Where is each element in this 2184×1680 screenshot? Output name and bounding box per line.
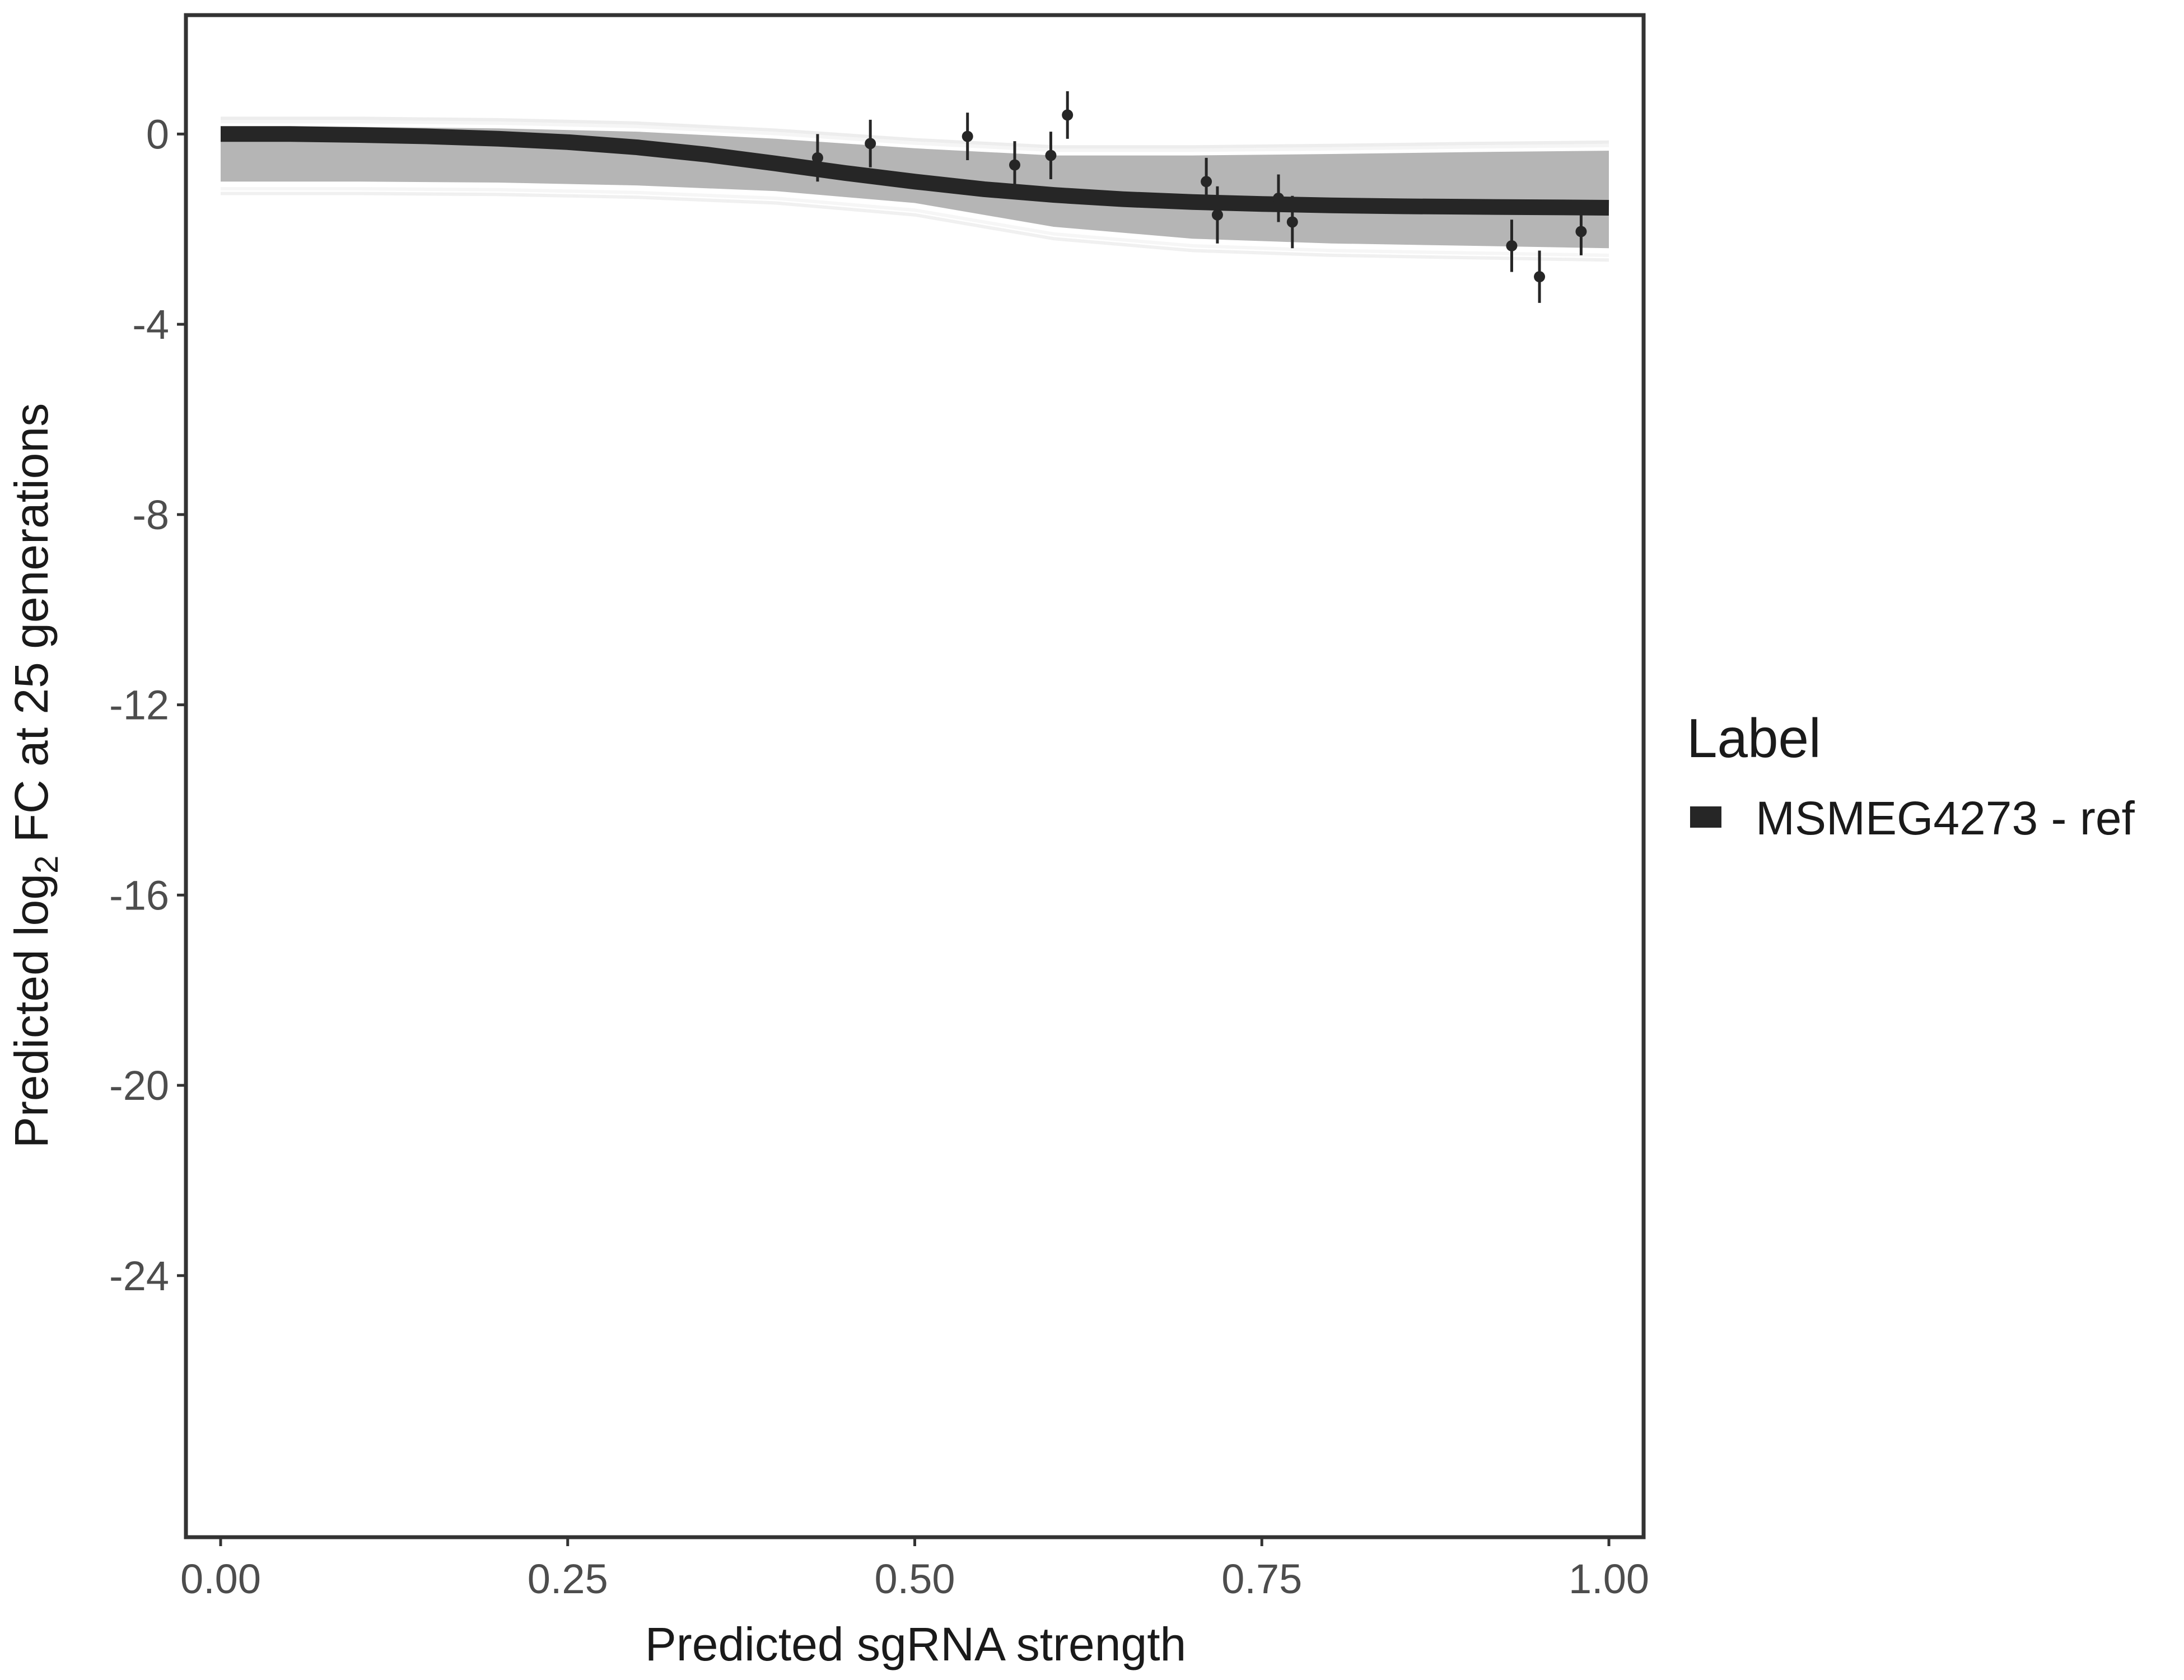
y-tick-label: -12 [109, 682, 169, 729]
y-tick-label: -16 [109, 872, 169, 918]
y-tick-label: -8 [132, 492, 169, 538]
legend: Label MSMEG4273 - ref [1687, 707, 2135, 844]
y-axis: 0 -4 -8 -12 -16 -20 -24 [109, 111, 186, 1299]
posterior-draw-upper-0 [221, 116, 1609, 149]
posterior-draw-lower-1 [221, 187, 1609, 257]
data-point-5 [1062, 109, 1074, 121]
x-tick-label: 0.25 [528, 1556, 608, 1602]
x-tick-label: 0.00 [180, 1556, 261, 1602]
data-point-8 [1273, 193, 1285, 204]
data-point-6 [1201, 176, 1212, 188]
y-axis-title-rest: FC at 25 generations [5, 403, 58, 856]
fit-line-layer [221, 126, 1609, 216]
posterior-draw-upper-1 [221, 120, 1609, 152]
data-point-7 [1211, 209, 1223, 221]
x-axis-title: Predicted sgRNA strength [645, 1618, 1187, 1670]
data-point-10 [1506, 240, 1518, 251]
data-point-0 [811, 152, 823, 164]
x-tick-label: 1.00 [1569, 1556, 1649, 1602]
x-tick-label: 0.50 [874, 1556, 955, 1602]
y-axis-title: Predicted log2 FC at 25 generations [5, 403, 65, 1148]
data-point-12 [1575, 226, 1587, 237]
data-point-4 [1045, 150, 1057, 161]
legend-key-msmeg4273-ref [1690, 806, 1721, 828]
data-points-layer [811, 91, 1587, 303]
legend-label-msmeg4273-ref: MSMEG4273 - ref [1756, 792, 2135, 844]
data-point-2 [962, 130, 973, 142]
data-point-1 [865, 138, 876, 150]
x-axis: 0.00 0.25 0.50 0.75 1.00 [180, 1537, 1649, 1602]
y-tick-label: -4 [132, 301, 169, 348]
y-axis-title-subscript: 2 [29, 856, 65, 874]
legend-title: Label [1687, 707, 1821, 769]
data-point-11 [1534, 271, 1546, 283]
y-tick-label: -20 [109, 1062, 169, 1109]
posterior-draw-lower-0 [221, 192, 1609, 262]
x-tick-label: 0.75 [1221, 1556, 1302, 1602]
y-tick-label: -24 [109, 1253, 169, 1299]
y-axis-title-main: Predicted log [5, 874, 58, 1148]
fit-line-msmeg4273-ref [221, 126, 1609, 216]
data-point-3 [1009, 159, 1020, 171]
data-point-9 [1286, 216, 1298, 228]
y-tick-label: 0 [146, 111, 169, 157]
